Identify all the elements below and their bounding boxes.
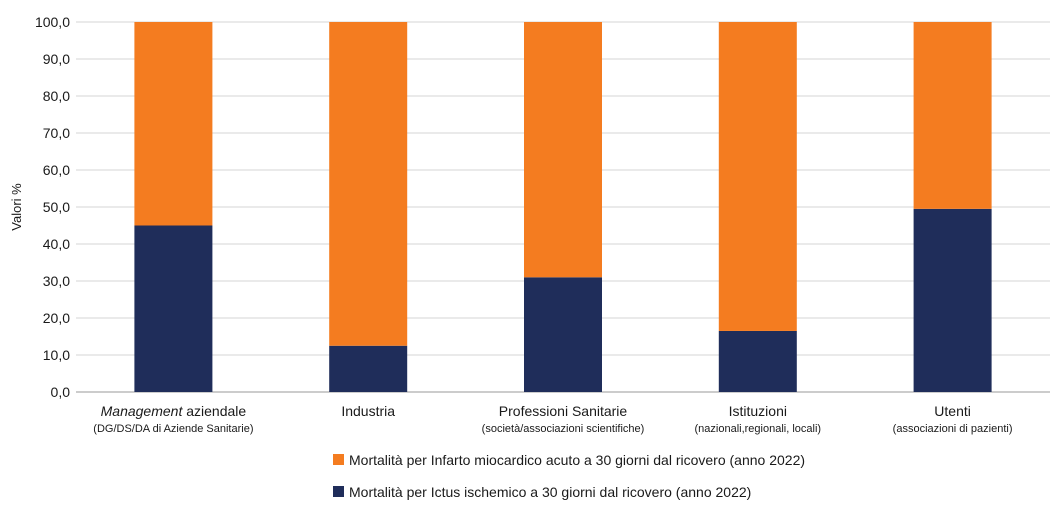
x-tick-label: Professioni Sanitarie <box>499 403 628 419</box>
bars <box>134 22 992 392</box>
bar-segment-ictus <box>718 330 797 392</box>
x-tick-label: Utenti <box>934 403 971 419</box>
bar-segment-infarto <box>524 22 602 278</box>
y-tick-label: 80,0 <box>43 88 70 104</box>
y-tick-label: 100,0 <box>35 14 70 30</box>
y-tick-label: 50,0 <box>43 199 70 215</box>
y-tick-label: 0,0 <box>51 384 71 400</box>
y-tick-label: 40,0 <box>43 236 70 252</box>
x-tick-label: Management aziendale <box>101 403 247 419</box>
bar-segment-infarto <box>329 22 408 346</box>
y-tick-label: 10,0 <box>43 347 70 363</box>
y-tick-label: 60,0 <box>43 162 70 178</box>
legend-label: Mortalità per Infarto miocardico acuto a… <box>349 452 805 468</box>
bar-segment-ictus <box>329 345 408 392</box>
x-tick-sublabel: (società/associazioni scientifiche) <box>482 423 645 435</box>
y-tick-label: 70,0 <box>43 125 70 141</box>
bar-segment-infarto <box>134 22 213 226</box>
bar-segment-infarto <box>913 22 992 209</box>
x-tick-sublabel: (nazionali,regionali, locali) <box>695 423 822 435</box>
x-tick-sublabel: (associazioni di pazienti) <box>893 423 1013 435</box>
y-tick-label: 90,0 <box>43 51 70 67</box>
bar-segment-infarto <box>718 22 797 331</box>
bar-segment-ictus <box>524 277 602 392</box>
legend: Mortalità per Infarto miocardico acuto a… <box>333 452 805 500</box>
legend-swatch <box>333 486 344 497</box>
x-tick-sublabel: (DG/DS/DA di Aziende Sanitarie) <box>93 423 253 435</box>
y-tick-label: 20,0 <box>43 310 70 326</box>
bar-segment-ictus <box>913 208 992 392</box>
y-axis-label: Valori % <box>9 183 24 231</box>
bar-segment-ictus <box>134 225 213 392</box>
legend-label: Mortalità per Ictus ischemico a 30 giorn… <box>349 484 751 500</box>
y-tick-label: 30,0 <box>43 273 70 289</box>
x-tick-label: Industria <box>341 403 395 419</box>
x-tick-label: Istituzioni <box>729 403 787 419</box>
x-axis-labels: Management aziendale (DG/DS/DA di Aziende… <box>93 403 1012 435</box>
y-axis-ticks: 0,0 10,0 20,0 30,0 40,0 50,0 60,0 70,0 80,0 90,0 1… <box>35 14 70 400</box>
legend-swatch <box>333 454 344 465</box>
